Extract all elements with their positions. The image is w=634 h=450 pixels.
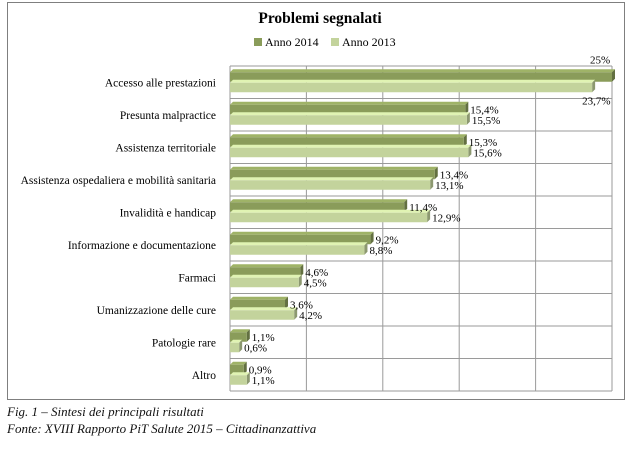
bar (230, 242, 368, 255)
category-label: Invalidità e handicap (120, 207, 217, 219)
chart-title: Problemi segnalati (258, 10, 382, 27)
category-label: Patologie rare (152, 337, 216, 349)
bar (230, 79, 596, 93)
bar (230, 329, 250, 342)
legend: Anno 2014 Anno 2013 (254, 35, 396, 49)
bar (230, 296, 289, 310)
bar (230, 69, 615, 82)
category-label: Assistenza ospedaliera e mobilità sanita… (21, 175, 216, 187)
category-label: Altro (192, 370, 217, 382)
value-label: 4,2% (299, 310, 322, 322)
bar (230, 101, 469, 115)
bar (230, 274, 302, 288)
bar (230, 144, 472, 158)
value-label: 25% (590, 54, 610, 66)
legend-entry: Anno 2014 (265, 35, 319, 49)
value-label: 8,8% (369, 245, 392, 257)
legend-swatch (331, 38, 339, 46)
category-label: Farmaci (178, 272, 216, 284)
grid (229, 65, 613, 392)
bar (230, 231, 374, 245)
value-label: 12,9% (432, 212, 460, 224)
figure-caption: Fig. 1 – Sintesi dei principali risultat… (7, 404, 204, 419)
category-label: Informazione e documentazione (68, 240, 216, 252)
value-label: 9,2% (376, 234, 399, 246)
bar-chart: Problemi segnalati Anno 2014 Anno 2013 Ac… (21, 10, 615, 392)
value-label: 15,6% (473, 147, 501, 159)
value-label: 15,5% (472, 115, 500, 127)
value-label: 3,6% (290, 299, 313, 311)
value-labels: 25% 23,7% 15,4%15,5% 15,3%15,6% 13,4%13,1% 11… (244, 54, 610, 387)
value-label: 23,7% (582, 95, 610, 107)
value-label: 1,1% (252, 332, 275, 344)
bar (230, 339, 243, 353)
bar (230, 112, 470, 125)
bar (230, 209, 431, 223)
category-label: Umanizzazione delle cure (97, 305, 216, 317)
bar (230, 264, 304, 277)
source-caption: Fonte: XVIII Rapporto PiT Salute 2015 – … (7, 421, 317, 436)
bars (230, 69, 615, 385)
value-label: 4,6% (305, 267, 328, 279)
category-label: Presunta malpractice (120, 110, 216, 122)
value-label: 13,1% (435, 180, 463, 192)
category-labels: Accesso alle prestazioni Presunta malprac… (21, 77, 217, 382)
value-label: 11,4% (409, 202, 437, 214)
category-label: Assistenza territoriale (115, 142, 216, 154)
bar (230, 372, 250, 385)
value-label: 15,3% (469, 137, 497, 149)
bar (230, 199, 408, 212)
value-label: 13,4% (440, 169, 468, 181)
bar (230, 166, 438, 180)
value-label: 1,1% (252, 375, 275, 387)
legend-entry: Anno 2013 (342, 35, 396, 49)
category-label: Accesso alle prestazioni (105, 77, 216, 89)
chart-frame: Problemi segnalati Anno 2014 Anno 2013 Ac… (7, 2, 625, 400)
bar (230, 177, 434, 190)
bar (230, 361, 247, 375)
legend-swatch (254, 38, 262, 46)
value-label: 4,5% (304, 277, 327, 289)
value-label: 0,6% (244, 342, 267, 354)
value-label: 15,4% (470, 104, 498, 116)
bar (230, 307, 298, 320)
value-label: 0,9% (249, 364, 272, 376)
bar (230, 134, 467, 147)
